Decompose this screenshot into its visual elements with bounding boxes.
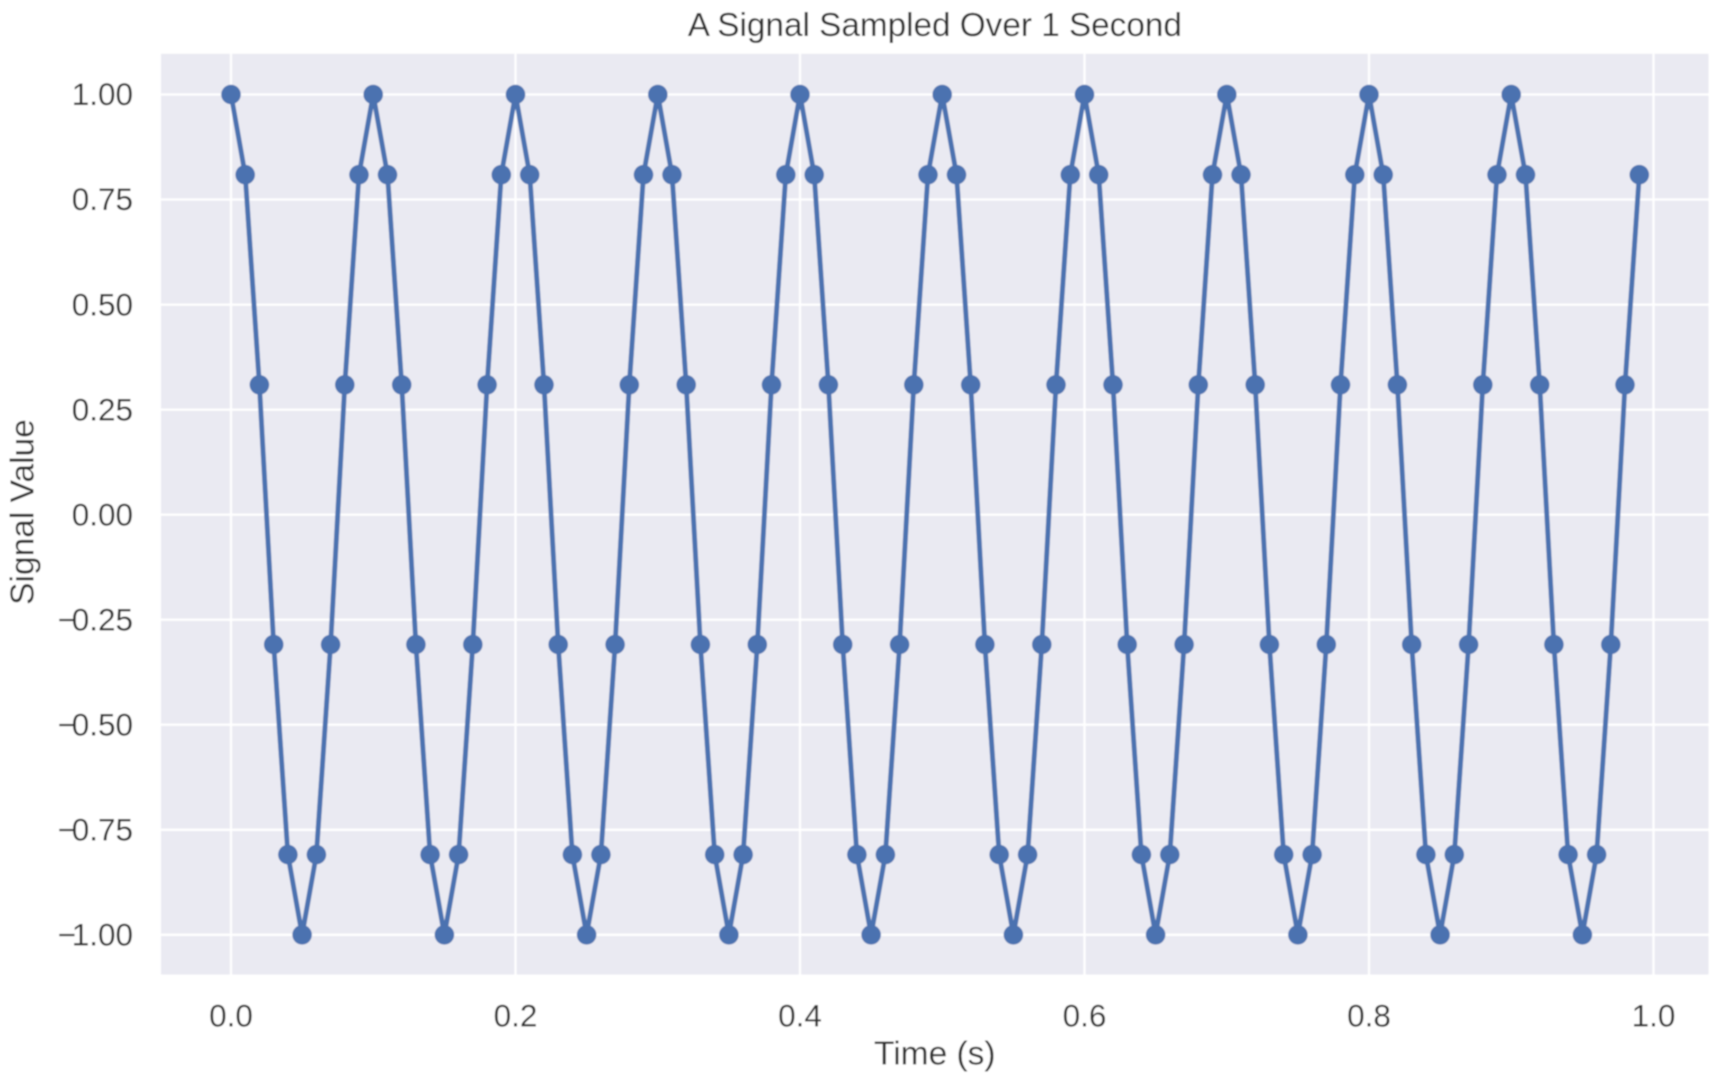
svg-text:−1.00: −1.00 [58, 917, 133, 953]
svg-text:0.8: 0.8 [1347, 998, 1391, 1034]
svg-text:Time (s): Time (s) [874, 1036, 996, 1073]
svg-text:0.6: 0.6 [1063, 998, 1107, 1034]
svg-text:Signal Value: Signal Value [5, 419, 42, 605]
svg-text:0.75: 0.75 [72, 181, 133, 217]
svg-text:0.0: 0.0 [209, 998, 253, 1034]
svg-text:0.25: 0.25 [72, 391, 133, 427]
svg-text:1.00: 1.00 [72, 76, 133, 112]
svg-text:0.2: 0.2 [494, 998, 538, 1034]
svg-text:−0.75: −0.75 [58, 812, 133, 848]
svg-text:0.50: 0.50 [72, 286, 133, 322]
svg-text:A Signal Sampled Over 1 Second: A Signal Sampled Over 1 Second [688, 7, 1182, 44]
svg-text:1.0: 1.0 [1632, 998, 1676, 1034]
svg-text:0.4: 0.4 [778, 998, 822, 1034]
svg-text:−0.25: −0.25 [58, 601, 133, 637]
svg-text:−0.50: −0.50 [58, 706, 133, 742]
svg-text:0.00: 0.00 [72, 496, 133, 532]
